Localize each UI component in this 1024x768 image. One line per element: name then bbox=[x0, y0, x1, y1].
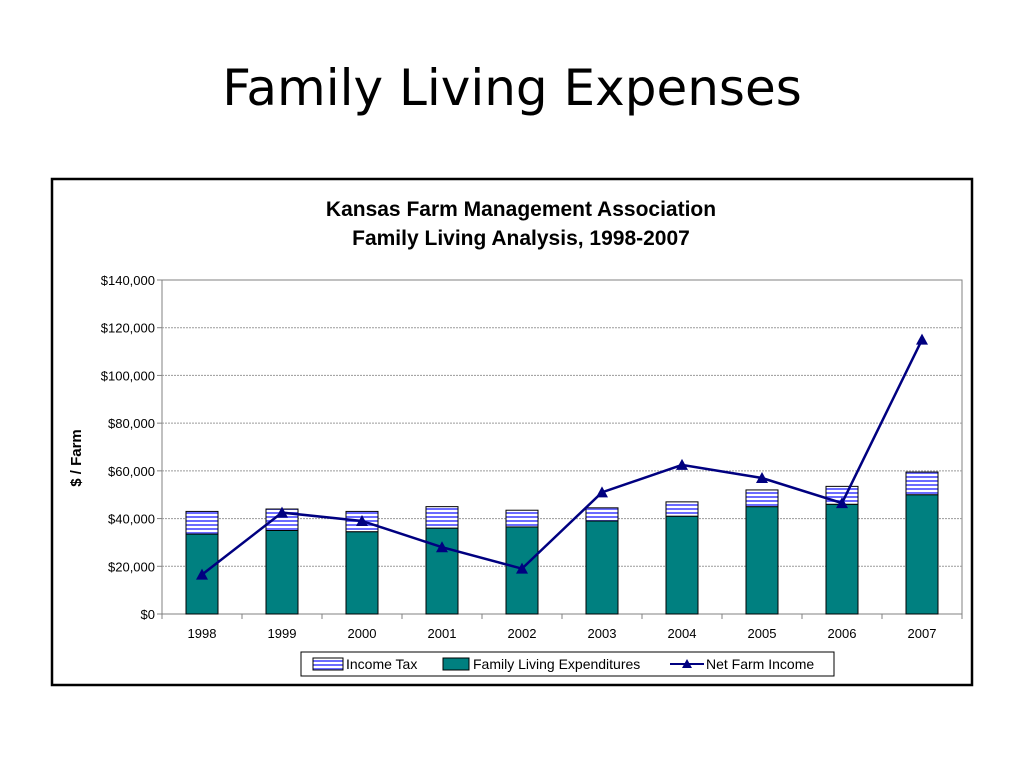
y-tick-label: $40,000 bbox=[108, 512, 155, 527]
x-axis-ticks: 1998 1999 2000 2001 2002 2003 2004 2005 2006 2007 bbox=[161, 614, 963, 641]
net-farm-income-point bbox=[676, 458, 688, 470]
legend-swatch-income-tax bbox=[312, 657, 344, 671]
net-farm-income-point bbox=[836, 497, 848, 509]
bar-family-living-expenditures bbox=[905, 494, 939, 615]
y-tick-label: $100,000 bbox=[101, 368, 155, 383]
y-tick-label: $140,000 bbox=[101, 273, 155, 288]
chart-subtitle: Family Living Analysis, 1998-2007 bbox=[352, 227, 690, 250]
legend-label-income-tax: Income Tax bbox=[346, 656, 417, 672]
bar-family-living-expenditures bbox=[665, 515, 699, 615]
y-axis-label: $ / Farm bbox=[68, 429, 85, 487]
bar-income-tax bbox=[185, 510, 219, 535]
net-farm-income-point bbox=[356, 514, 368, 526]
bar-income-tax bbox=[745, 489, 779, 508]
bar-family-living-expenditures bbox=[745, 506, 779, 615]
bar-income-tax bbox=[585, 507, 619, 522]
x-tick-label: 2001 bbox=[428, 626, 457, 641]
x-tick-label: 2006 bbox=[828, 626, 857, 641]
x-tick-label: 2000 bbox=[348, 626, 377, 641]
net-farm-income-line bbox=[196, 333, 928, 580]
bar-income-tax bbox=[505, 509, 539, 528]
y-tick-label: $0 bbox=[141, 607, 155, 622]
net-farm-income-point bbox=[276, 506, 288, 518]
y-axis-ticks: $0 $20,000 $40,000 $60,000 $80,000 $100,000 $1… bbox=[101, 273, 162, 622]
bar-income-tax bbox=[425, 506, 459, 529]
bar-family-living-expenditures bbox=[825, 503, 859, 615]
bar-family-living-expenditures bbox=[345, 531, 379, 615]
y-tick-label: $120,000 bbox=[101, 321, 155, 336]
x-tick-label: 2003 bbox=[588, 626, 617, 641]
legend-swatch-family-living bbox=[442, 657, 470, 671]
x-tick-label: 2005 bbox=[748, 626, 777, 641]
x-tick-label: 2007 bbox=[908, 626, 937, 641]
legend-box bbox=[300, 651, 835, 677]
x-tick-label: 2004 bbox=[668, 626, 697, 641]
legend: Income Tax Family Living Expenditures Ne… bbox=[300, 651, 835, 677]
legend-label-net-farm-income: Net Farm Income bbox=[706, 656, 814, 672]
legend-label-family-living: Family Living Expenditures bbox=[473, 656, 640, 672]
bar-family-living-expenditures bbox=[585, 520, 619, 615]
bar-family-living-expenditures bbox=[425, 527, 459, 615]
y-tick-label: $60,000 bbox=[108, 464, 155, 479]
x-tick-label: 1999 bbox=[268, 626, 297, 641]
chart-title: Kansas Farm Management Association bbox=[326, 198, 716, 221]
legend-swatch-net-farm-income-marker bbox=[682, 659, 692, 668]
bar-family-living-expenditures bbox=[265, 530, 299, 615]
net-farm-income-point bbox=[196, 568, 208, 580]
net-farm-income-polyline bbox=[201, 339, 924, 576]
net-farm-income-point bbox=[596, 486, 608, 498]
x-tick-label: 1998 bbox=[188, 626, 217, 641]
slide-title: Family Living Expenses bbox=[222, 59, 802, 117]
bar-income-tax bbox=[665, 501, 699, 517]
y-tick-label: $20,000 bbox=[108, 559, 155, 574]
net-farm-income-point bbox=[516, 562, 528, 574]
bar-income-tax bbox=[905, 471, 939, 496]
y-tick-label: $80,000 bbox=[108, 416, 155, 431]
x-tick-label: 2002 bbox=[508, 626, 537, 641]
net-farm-income-point bbox=[756, 472, 768, 484]
net-farm-income-point bbox=[436, 541, 448, 553]
net-farm-income-point bbox=[916, 333, 928, 345]
